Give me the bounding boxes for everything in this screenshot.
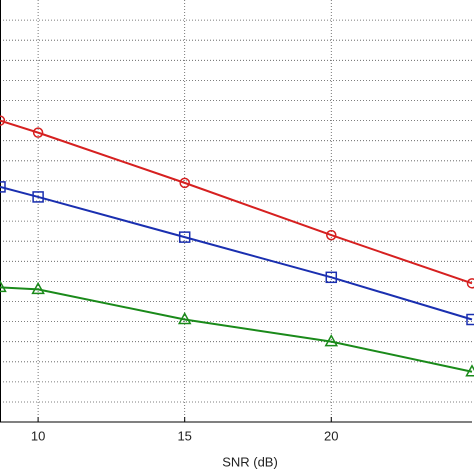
series-line — [0, 286, 473, 373]
marker — [179, 177, 190, 189]
marker — [32, 191, 44, 203]
x-axis-label: SNR (dB) — [222, 454, 278, 469]
marker — [466, 313, 474, 326]
x-tick-label: 15 — [177, 428, 191, 443]
marker — [0, 279, 7, 293]
marker — [326, 229, 337, 241]
series-line — [0, 119, 473, 285]
marker — [0, 181, 6, 193]
x-tick-label: 20 — [324, 428, 338, 443]
marker — [31, 281, 45, 295]
marker — [324, 334, 339, 347]
x-tick-label: 10 — [31, 428, 45, 443]
marker — [466, 278, 474, 289]
marker — [325, 271, 338, 284]
series-line — [0, 185, 473, 321]
marker — [0, 115, 6, 126]
marker — [465, 364, 474, 377]
marker — [177, 311, 192, 325]
marker — [178, 231, 191, 243]
marker — [32, 127, 44, 138]
